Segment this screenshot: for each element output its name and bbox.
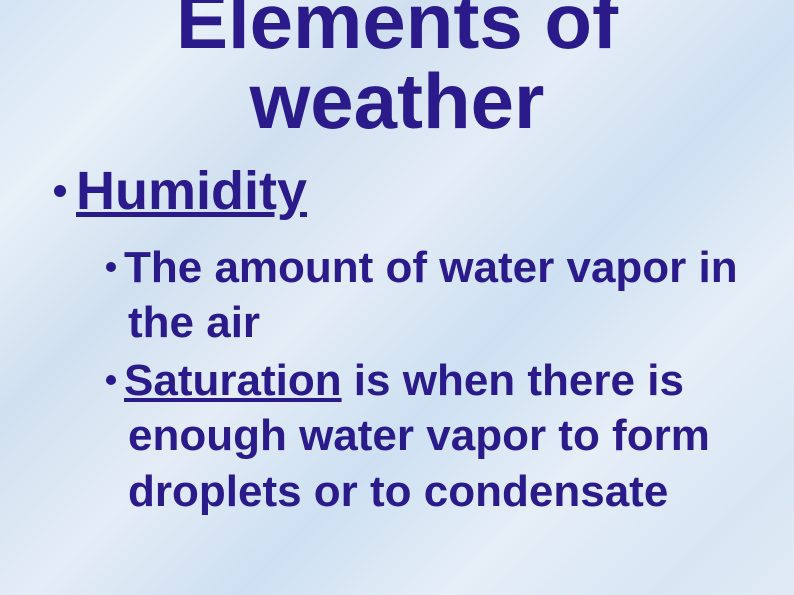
- list-item: The amount of water vapor in the air: [106, 240, 754, 351]
- slide-title: Elements of weather: [0, 0, 794, 141]
- subtitle-row: Humidity: [54, 160, 307, 222]
- title-line-1: Elements of: [176, 0, 618, 65]
- bullet-dot-icon: [106, 262, 116, 272]
- bullet-dot-icon: [106, 375, 116, 385]
- bullet-dot-icon: [54, 185, 66, 197]
- subtitle-text: Humidity: [76, 161, 307, 221]
- list-item-text: The amount of water vapor in the air: [124, 243, 738, 347]
- title-line-2: weather: [250, 57, 545, 145]
- keyword-underlined: Saturation: [124, 356, 342, 405]
- bullet-list: The amount of water vapor in the air Sat…: [106, 240, 754, 521]
- list-item: Saturation is when there is enough water…: [106, 353, 754, 519]
